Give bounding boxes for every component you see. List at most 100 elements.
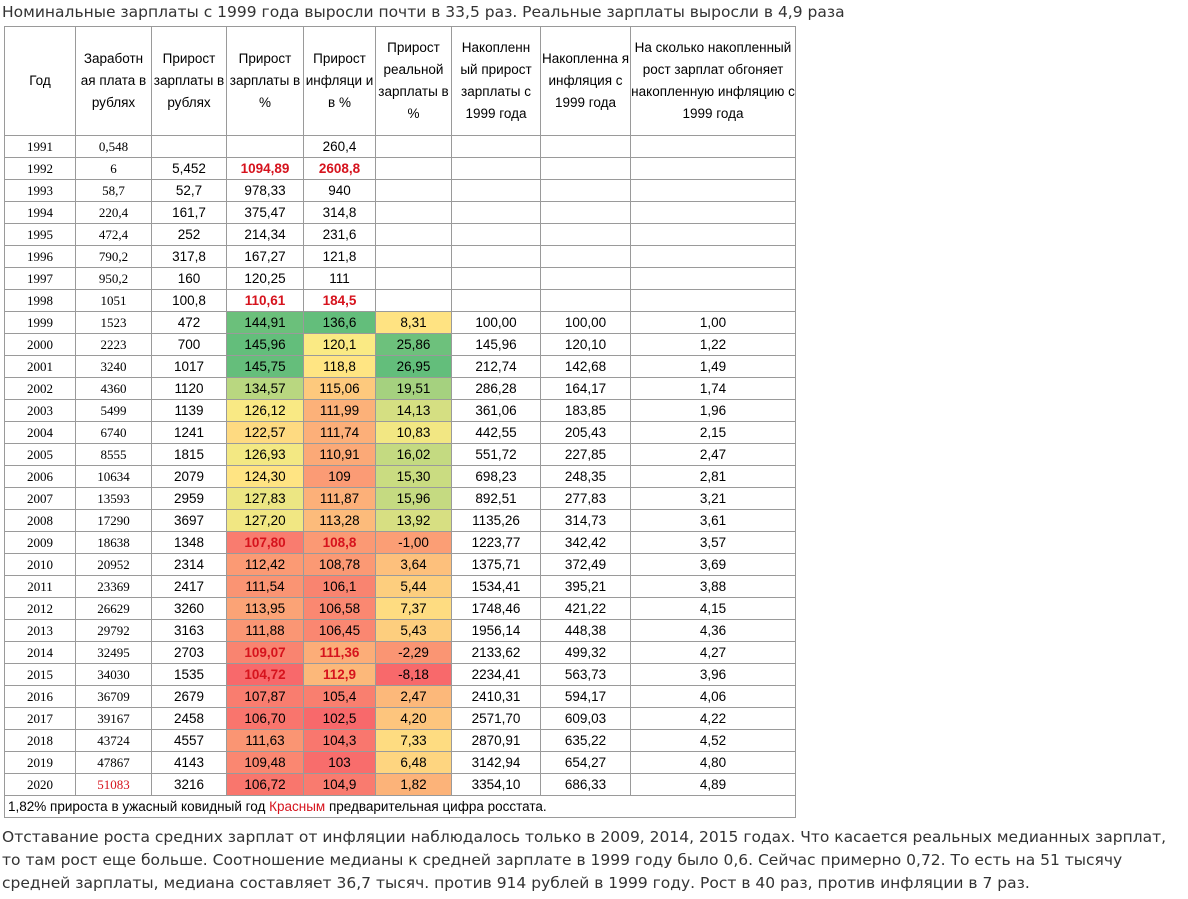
- cell-ratio: 3,88: [630, 575, 796, 598]
- cell-inflation: 136,6: [303, 311, 376, 334]
- cell-increase-rub: 3216: [151, 773, 227, 796]
- cell-inflation: 103: [303, 751, 376, 774]
- table-row: 2000 2223 700 145,96 120,1 25,86 145,96 120,10 1…: [4, 333, 796, 356]
- cell-inflation: 121,8: [303, 245, 376, 268]
- cell-ratio: 1,96: [630, 399, 796, 422]
- cell-cumulative-salary: 1534,41: [451, 575, 541, 598]
- cell-increase-pct: 112,42: [226, 553, 304, 576]
- cell-salary: 10634: [75, 465, 152, 488]
- table-row: 1991 0,548 260,4: [4, 135, 796, 158]
- table-row: 2005 8555 1815 126,93 110,91 16,02 551,72 227,8…: [4, 443, 796, 466]
- cell-real-increase: 2,47: [375, 685, 452, 708]
- cell-increase-pct: 104,72: [226, 663, 304, 686]
- cell-cumulative-salary: [451, 135, 541, 158]
- cell-salary: 2223: [75, 333, 152, 356]
- cell-cumulative-salary: 286,28: [451, 377, 541, 400]
- cell-cumulative-salary: 145,96: [451, 333, 541, 356]
- cell-year: 2001: [4, 355, 76, 378]
- cell-increase-pct: 127,83: [226, 487, 304, 510]
- cell-salary: 220,4: [75, 201, 152, 224]
- cell-ratio: 2,81: [630, 465, 796, 488]
- cell-real-increase: -8,18: [375, 663, 452, 686]
- cell-cumulative-salary: 698,23: [451, 465, 541, 488]
- cell-cumulative-inflation: [540, 223, 631, 246]
- cell-ratio: [630, 223, 796, 246]
- cell-cumulative-salary: 361,06: [451, 399, 541, 422]
- cell-inflation: 105,4: [303, 685, 376, 708]
- table-row: 2017 39167 2458 106,70 102,5 4,20 2571,70 609,0…: [4, 707, 796, 730]
- cell-real-increase: [375, 157, 452, 180]
- cell-cumulative-salary: 1956,14: [451, 619, 541, 642]
- cell-inflation: 314,8: [303, 201, 376, 224]
- cell-increase-rub: 252: [151, 223, 227, 246]
- cell-year: 2013: [4, 619, 76, 642]
- cell-salary: 13593: [75, 487, 152, 510]
- cell-increase-rub: 52,7: [151, 179, 227, 202]
- cell-increase-pct: 111,54: [226, 575, 304, 598]
- cell-year: 1999: [4, 311, 76, 334]
- cell-salary: 32495: [75, 641, 152, 664]
- cell-salary: 5499: [75, 399, 152, 422]
- cell-increase-pct: 375,47: [226, 201, 304, 224]
- cell-cumulative-inflation: 654,27: [540, 751, 631, 774]
- cell-real-increase: 14,13: [375, 399, 452, 422]
- cell-increase-pct: 109,48: [226, 751, 304, 774]
- cell-real-increase: -1,00: [375, 531, 452, 554]
- cell-inflation: 115,06: [303, 377, 376, 400]
- cell-cumulative-inflation: 277,83: [540, 487, 631, 510]
- table-row: 2010 20952 2314 112,42 108,78 3,64 1375,71 372,…: [4, 553, 796, 576]
- footer-empty-cell: [630, 795, 796, 818]
- cell-cumulative-inflation: 164,17: [540, 377, 631, 400]
- cell-year: 2011: [4, 575, 76, 598]
- cell-inflation: 2608,8: [303, 157, 376, 180]
- table-row: 2001 3240 1017 145,75 118,8 26,95 212,74 142,68…: [4, 355, 796, 378]
- cell-real-increase: 16,02: [375, 443, 452, 466]
- cell-increase-pct: 111,63: [226, 729, 304, 752]
- cell-increase-pct: 145,96: [226, 333, 304, 356]
- cell-year: 1998: [4, 289, 76, 312]
- cell-salary: 3240: [75, 355, 152, 378]
- cell-real-increase: 5,44: [375, 575, 452, 598]
- cell-increase-rub: [151, 135, 227, 158]
- footer-text-tail: предварительная цифра росстата.: [325, 799, 547, 814]
- cell-salary: 51083: [75, 773, 152, 796]
- table-row: 2014 32495 2703 109,07 111,36 -2,29 2133,62 499…: [4, 641, 796, 664]
- cell-cumulative-inflation: 205,43: [540, 421, 631, 444]
- cell-increase-rub: 1348: [151, 531, 227, 554]
- cell-cumulative-inflation: 227,85: [540, 443, 631, 466]
- cell-increase-pct: 167,27: [226, 245, 304, 268]
- cell-cumulative-inflation: [540, 157, 631, 180]
- cell-increase-pct: 109,07: [226, 641, 304, 664]
- cell-real-increase: 3,64: [375, 553, 452, 576]
- cell-salary: 20952: [75, 553, 152, 576]
- cell-ratio: 4,89: [630, 773, 796, 796]
- table-row: 1997 950,2 160 120,25 111: [4, 267, 796, 290]
- header-cumulative-salary: Накопленн ый прирост зарплаты с 1999 год…: [451, 26, 541, 136]
- cell-increase-rub: 5,452: [151, 157, 227, 180]
- cell-year: 2007: [4, 487, 76, 510]
- cell-increase-pct: 106,70: [226, 707, 304, 730]
- cell-increase-rub: 3163: [151, 619, 227, 642]
- cell-inflation: 260,4: [303, 135, 376, 158]
- cell-increase-rub: 317,8: [151, 245, 227, 268]
- cell-ratio: 3,57: [630, 531, 796, 554]
- cell-ratio: 3,21: [630, 487, 796, 510]
- cell-inflation: 109: [303, 465, 376, 488]
- table-row: 2008 17290 3697 127,20 113,28 13,92 1135,26 314…: [4, 509, 796, 532]
- table-header-row: Год Заработн ая плата в рублях Прирост з…: [4, 26, 796, 136]
- cell-year: 1997: [4, 267, 76, 290]
- cell-real-increase: [375, 223, 452, 246]
- cell-inflation: 111,87: [303, 487, 376, 510]
- cell-increase-rub: 160: [151, 267, 227, 290]
- header-salary: Заработн ая плата в рублях: [75, 26, 152, 136]
- cell-cumulative-salary: 442,55: [451, 421, 541, 444]
- cell-increase-rub: 2458: [151, 707, 227, 730]
- header-increase-rub: Прирост зарплаты в рублях: [151, 26, 227, 136]
- cell-salary: 43724: [75, 729, 152, 752]
- cell-increase-pct: 120,25: [226, 267, 304, 290]
- table-row: 1999 1523 472 144,91 136,6 8,31 100,00 100,00 1,…: [4, 311, 796, 334]
- cell-inflation: 112,9: [303, 663, 376, 686]
- cell-cumulative-salary: 1748,46: [451, 597, 541, 620]
- cell-cumulative-salary: [451, 289, 541, 312]
- cell-increase-pct: 214,34: [226, 223, 304, 246]
